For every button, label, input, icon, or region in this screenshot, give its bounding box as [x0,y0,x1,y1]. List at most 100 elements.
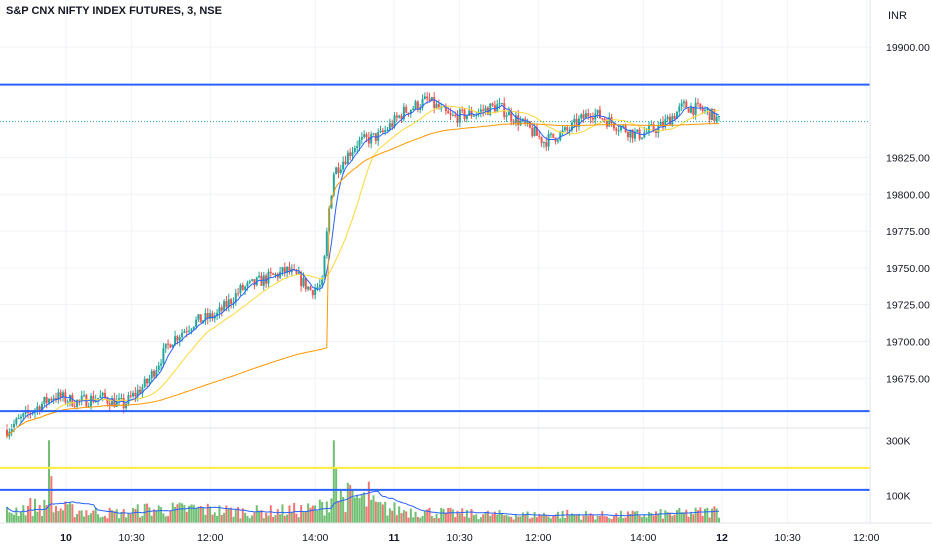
volume-bar [608,518,611,523]
candle-body [253,279,256,286]
volume-bar [101,516,104,523]
candle-body [402,106,405,120]
candle-body [687,108,690,113]
candle-body [6,429,8,437]
candle-body [279,271,282,278]
volume-bar [279,514,282,523]
candle-body [645,131,648,133]
volume-bar [479,517,482,523]
volume-bar [500,513,503,523]
candle-body [62,392,65,398]
candle-body [239,284,242,294]
volume-ma-line [6,490,720,517]
candle-body [386,129,389,131]
volume-bar [708,517,711,523]
candle-body [101,392,104,396]
candle-body [190,329,193,331]
candle-body [692,106,695,115]
candle-body [52,398,55,401]
candle-body [209,313,212,319]
candle-body [701,108,704,112]
volume-bar [76,514,79,523]
volume-bar [718,517,720,523]
volume-bar [20,512,23,523]
candle-body [514,115,517,123]
volume-y-label-partial: 100K [886,490,911,502]
candle-body [395,115,398,118]
chart-title: S&P CNX NIFTY INDEX FUTURES, 3, NSE [6,5,222,17]
candle-body [99,395,102,398]
candle-body [405,106,408,113]
volume-bar [251,515,254,523]
candle-body [17,418,20,420]
candle-body [605,120,608,127]
volume-bar [293,502,296,523]
volume-bar [314,505,317,523]
candle-body [216,312,219,316]
candle-body [197,314,200,320]
candle-body [136,389,139,397]
volume-bar [27,505,30,523]
candle-body [461,109,464,111]
volume-bar [682,512,685,523]
candle-body [444,106,447,112]
volume-bar [323,515,326,523]
candle-body [73,406,76,408]
volume-bar [164,516,167,523]
volume-bar [8,512,11,523]
volume-bar [577,514,580,523]
candle-body [412,108,415,110]
candle-body [148,378,151,384]
candle-body [22,413,25,417]
candle-body [230,299,233,304]
candle-body [146,378,149,384]
volume-bar [633,511,636,523]
candle-body [76,400,79,407]
y-tick-label: 19900.00 [886,42,930,54]
candle-body [575,118,578,127]
candle-body [241,284,244,290]
candle-body [391,123,394,127]
candle-body [106,397,109,404]
candle-body [694,102,697,115]
candle-body [346,152,349,164]
candle-body [71,395,74,407]
candle-body [661,121,664,127]
candle-body [143,378,146,388]
volume-bar [6,507,8,523]
candle-body [20,416,23,419]
candle-body [696,102,699,104]
volume-bar [475,514,478,523]
candle-body [48,398,51,403]
candle-body [251,279,254,281]
candle-body [337,167,340,173]
volume-bar [696,510,699,523]
candle-body [365,134,368,137]
candle-body [577,118,580,127]
volume-bar [409,508,412,523]
volume-bar [197,506,200,523]
candle-body [134,392,137,397]
candle-body [29,412,32,414]
candle-body [398,115,401,118]
candle-body [316,287,319,289]
volume-bar [239,518,242,523]
volume-bar [106,518,109,523]
candle-body [561,130,564,133]
volume-bar [715,508,718,523]
candle-body [407,112,410,115]
volume-bar [657,513,660,523]
candle-body [265,275,268,284]
candle-body [211,313,214,319]
candle-body [288,266,291,273]
volume-bar [400,513,403,523]
candle-body [171,344,174,348]
candle-body [41,403,44,412]
candle-body [582,114,585,119]
moving-averages [6,99,720,437]
horizontal-lines[interactable]: 19874.4519652.70200.121K120.1K19849.35 [0,76,932,498]
volume-bar [234,508,237,523]
volume-bar [405,511,408,523]
candle-body [318,284,321,288]
